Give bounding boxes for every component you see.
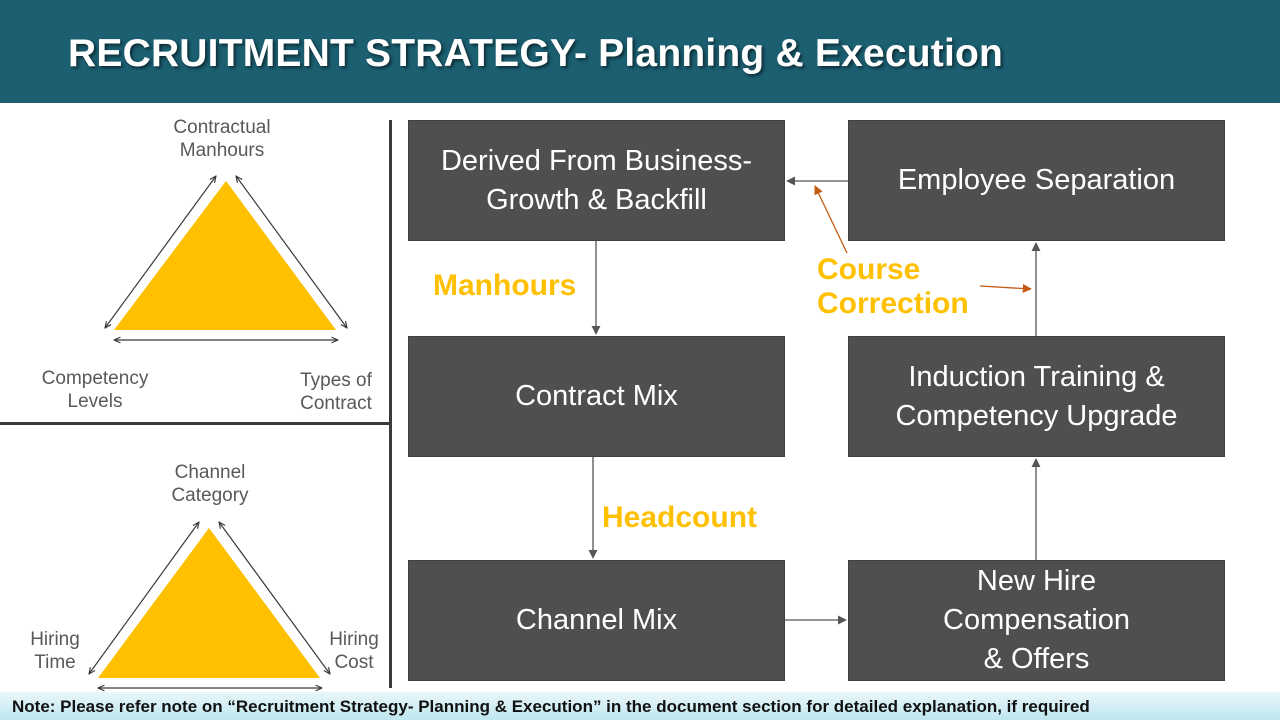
box-separation-label: Employee Separation (897, 164, 1176, 196)
box-derived-label: Derived From Business- Growth & Backfill (440, 144, 753, 216)
box-induction-label: Induction Training & Competency Upgrade (895, 360, 1178, 432)
box-contract-mix-label: Contract Mix (515, 380, 678, 412)
page-title: RECRUITMENT STRATEGY- Planning & Executi… (68, 32, 1004, 75)
headcount-label: Headcount (602, 501, 758, 534)
box-channel-mix-label: Channel Mix (515, 604, 678, 636)
triangle-channel-right-label: Hiring Cost (329, 629, 379, 673)
footer-bar (0, 692, 1280, 720)
course-correction-label: Course Correction (817, 253, 969, 320)
box-contract-mix: Contract Mix (408, 336, 785, 457)
triangle-contract-right-arrow (236, 176, 347, 328)
triangle-channel-left-arrow (89, 522, 199, 674)
vertical-divider (389, 120, 392, 688)
triangle-contract-left-label: Competency Levels (41, 368, 149, 412)
box-employee-separation: Employee Separation (848, 120, 1225, 241)
box-new-hire-compensation: New Hire Compensation & Offers (848, 560, 1225, 681)
horizontal-divider (0, 422, 390, 425)
box-derived-from-business: Derived From Business- Growth & Backfill (408, 120, 785, 241)
manhours-label: Manhours (433, 269, 577, 302)
arrow-correction-to-flow (979, 283, 1032, 294)
triangle-contract-top-label: Contractual Manhours (173, 117, 271, 161)
box-new-hire-label: New Hire Compensation & Offers (943, 565, 1130, 675)
box-channel-mix: Channel Mix (408, 560, 785, 681)
triangle-contract-left-arrow (105, 176, 216, 328)
triangles-graphic (0, 0, 392, 692)
box-induction-training: Induction Training & Competency Upgrade (848, 336, 1225, 457)
triangle-channel-right-arrow (219, 522, 330, 674)
triangle-contract-shape (114, 181, 336, 330)
triangle-channel-left-label: Hiring Time (30, 629, 80, 673)
footer-note: Note: Please refer note on “Recruitment … (12, 697, 1090, 716)
title-banner (0, 0, 1280, 103)
triangle-contract-right-label: Types of Contract (300, 370, 372, 414)
triangle-channel-top-label: Channel Category (171, 462, 249, 506)
arrow-correction-to-derived (814, 185, 848, 254)
triangle-channel-shape (98, 528, 320, 678)
